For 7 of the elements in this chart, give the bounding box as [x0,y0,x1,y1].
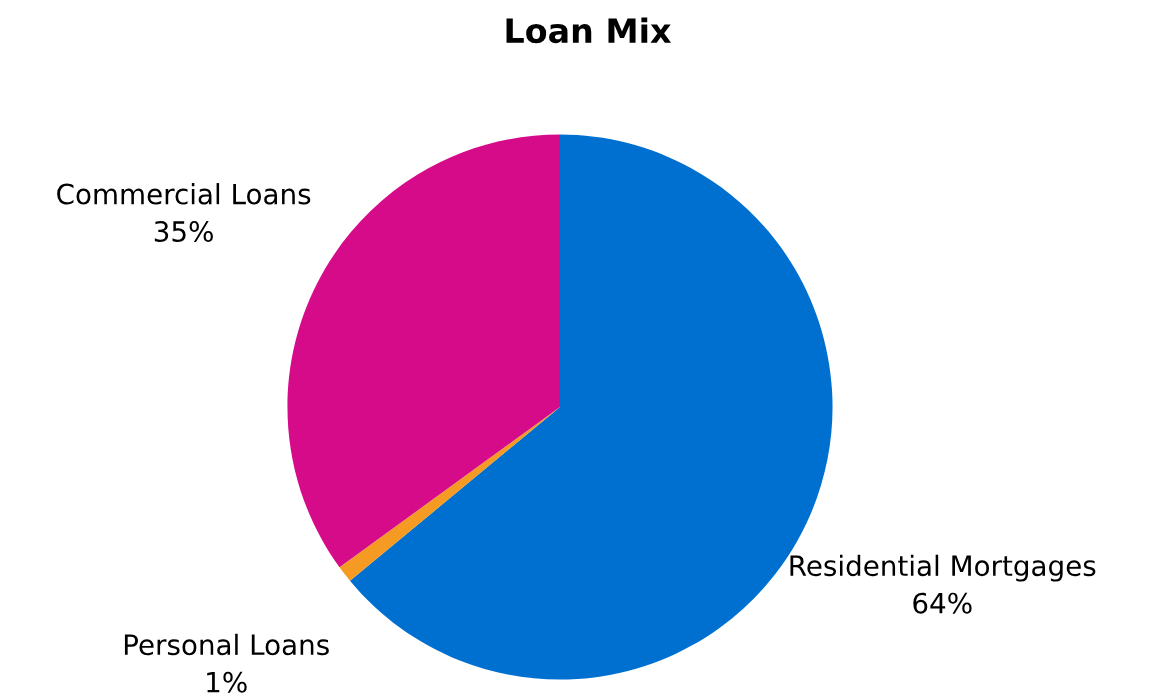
data-label: 1% [207,671,247,693]
chart-title: Loan Mix [506,17,672,44]
slice-label: Personal Loans [124,633,329,656]
data-label: 35% [154,220,213,242]
data-label: 64% [913,592,972,614]
slice-label: Residential Mortgages [790,554,1096,582]
slice-label: Commercial Loans [57,183,311,205]
